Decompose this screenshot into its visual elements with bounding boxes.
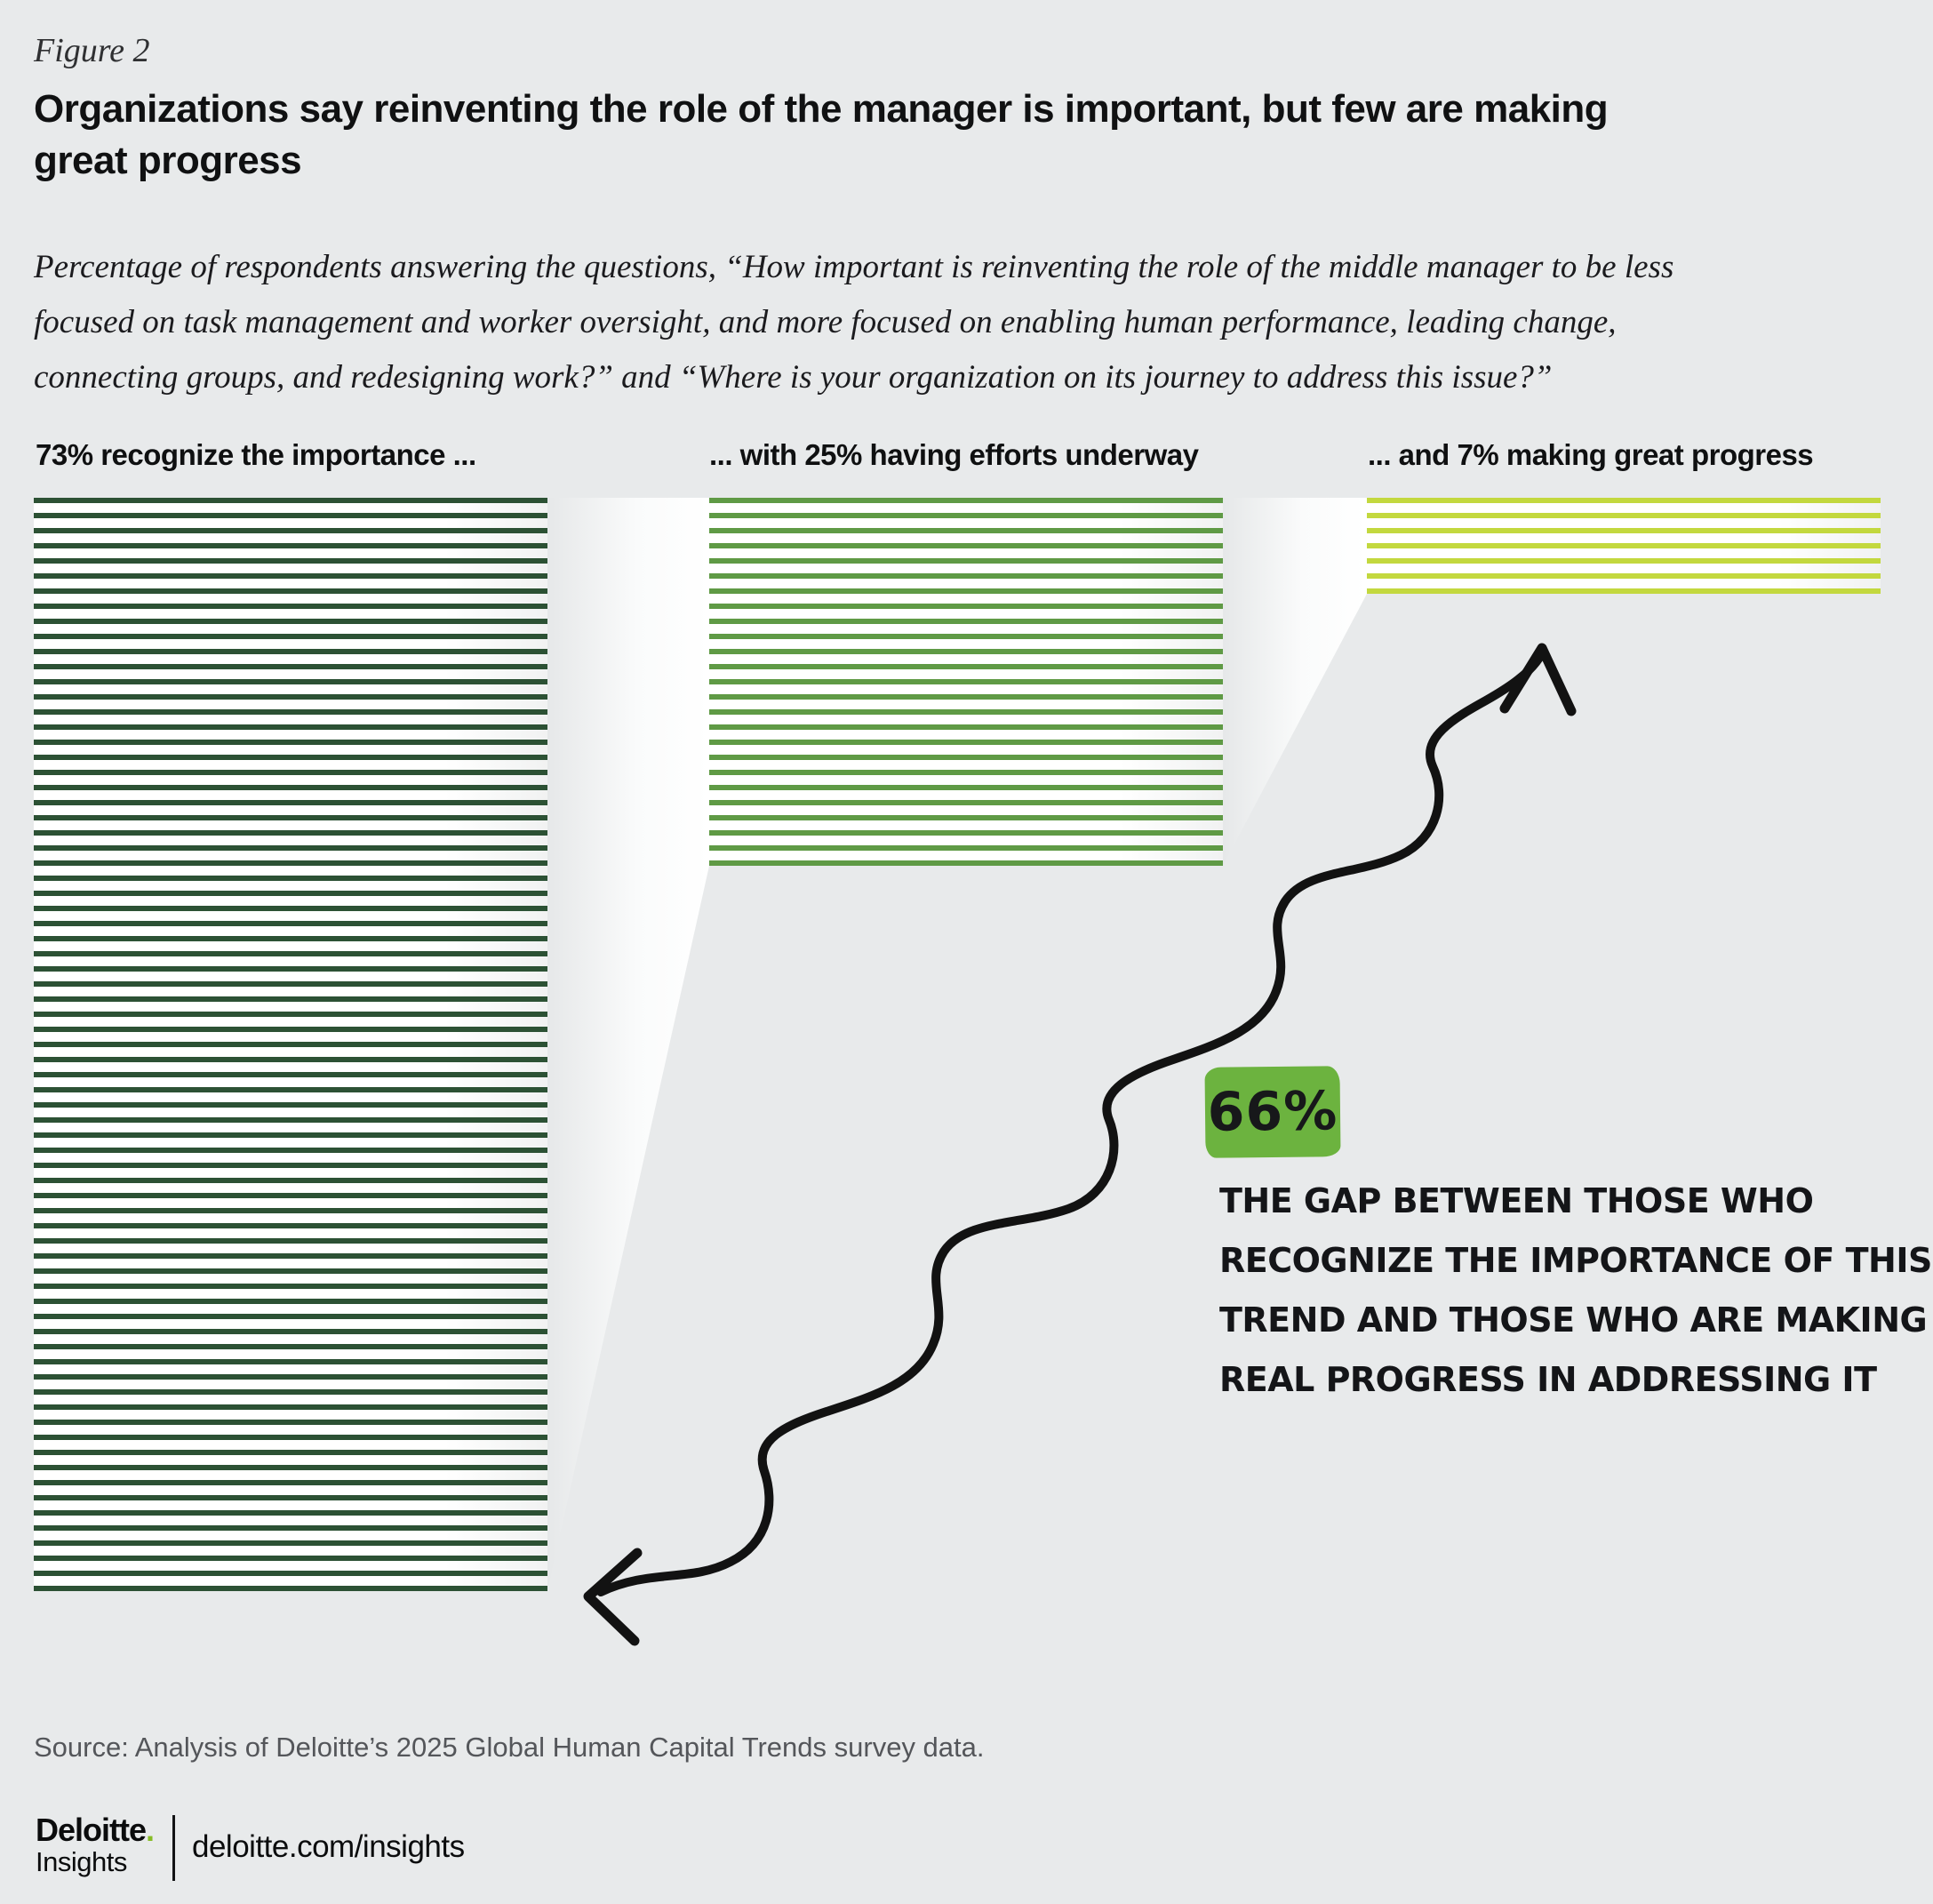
- annotation-line: THE GAP BETWEEN THOSE WHO: [1219, 1181, 1814, 1220]
- column-header-efforts: ... with 25% having efforts underway: [709, 438, 1199, 471]
- footer-url: deloitte.com/insights: [192, 1829, 465, 1864]
- gap-badge: 66%: [1204, 1066, 1341, 1158]
- logo-dot: .: [146, 1812, 155, 1848]
- striped-bar-importance-73: [34, 498, 547, 1591]
- page-subtitle: Percentage of respondents answering the …: [34, 240, 1673, 405]
- logo-word: Deloitte: [36, 1812, 147, 1848]
- footer-divider: [172, 1815, 175, 1881]
- subtitle-line-2: focused on task management and worker ov…: [34, 304, 1617, 340]
- page-title: Organizations say reinventing the role o…: [34, 84, 1609, 187]
- gap-annotation: THE GAP BETWEEN THOSE WHO RECOGNIZE THE …: [1219, 1172, 1932, 1410]
- column-header-progress: ... and 7% making great progress: [1368, 438, 1814, 471]
- striped-bar-efforts-25: [709, 498, 1223, 866]
- striped-bar-progress-7: [1367, 498, 1881, 594]
- funnel-connector-1: [547, 498, 709, 1591]
- subtitle-line-3: connecting groups, and redesigning work?…: [34, 359, 1553, 396]
- source-note: Source: Analysis of Deloitte’s 2025 Glob…: [34, 1732, 985, 1763]
- column-header-importance: 73% recognize the importance ...: [36, 438, 476, 471]
- deloitte-logo: Deloitte.: [36, 1812, 155, 1848]
- figure-label: Figure 2: [34, 32, 150, 69]
- annotation-line: RECOGNIZE THE IMPORTANCE OF THIS: [1219, 1241, 1932, 1280]
- title-line-1: Organizations say reinventing the role o…: [34, 87, 1609, 131]
- title-line-2: great progress: [34, 139, 302, 182]
- subtitle-line-1: Percentage of respondents answering the …: [34, 249, 1674, 285]
- funnel-connector-2: [1223, 498, 1367, 866]
- logo-insights: Insights: [36, 1846, 127, 1877]
- annotation-line: REAL PROGRESS IN ADDRESSING IT: [1219, 1360, 1877, 1399]
- footer-logo: Deloitte. Insights: [36, 1812, 155, 1884]
- annotation-line: TREND AND THOSE WHO ARE MAKING: [1219, 1300, 1928, 1340]
